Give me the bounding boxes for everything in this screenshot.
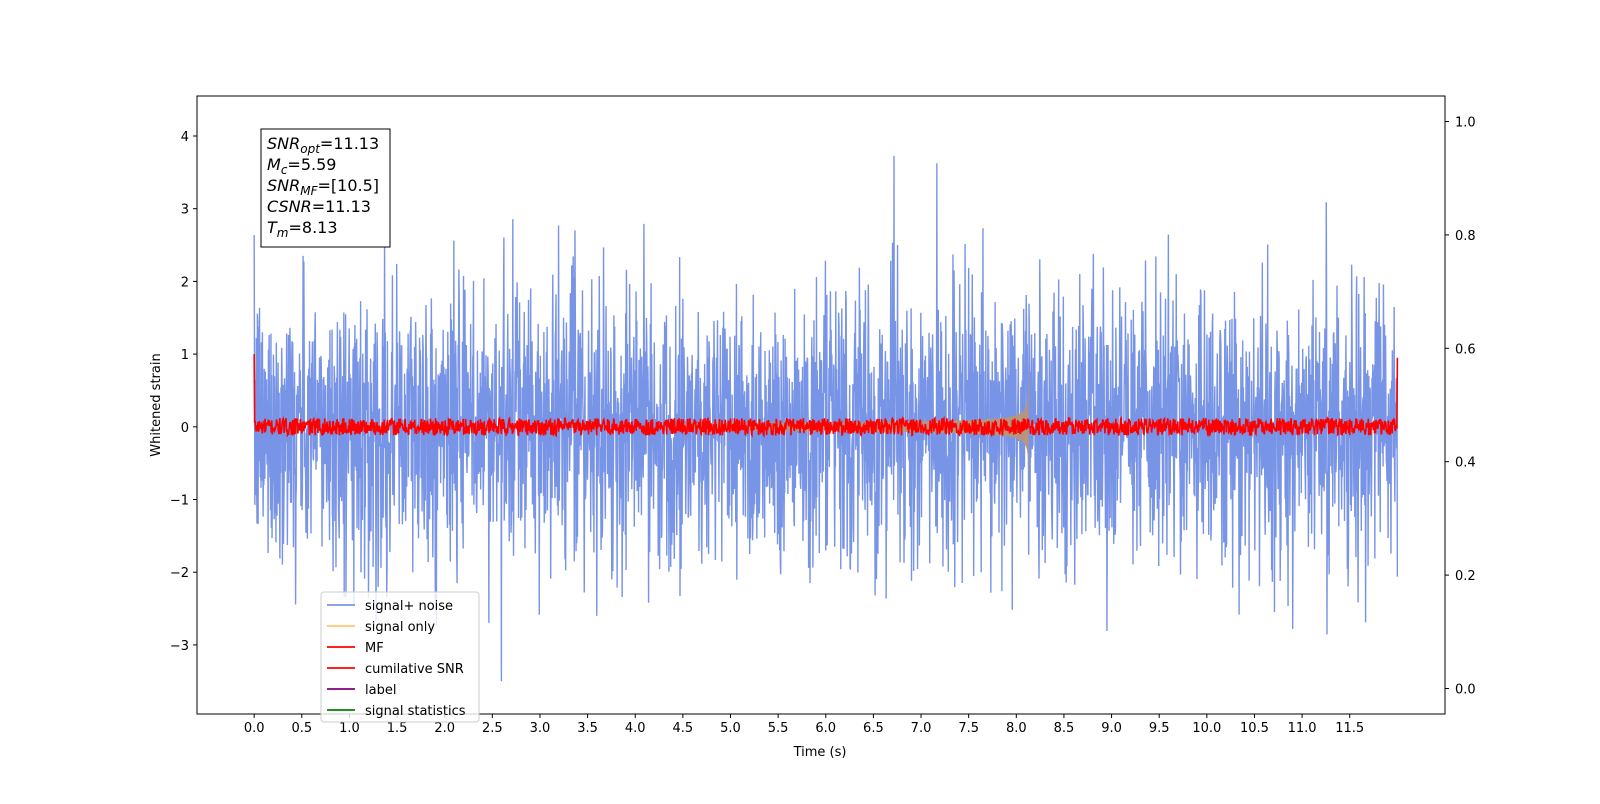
legend-label: cumilative SNR	[365, 662, 464, 677]
y-tick-label: 1	[181, 348, 189, 363]
y-right-tick-label: 0.8	[1455, 229, 1476, 244]
plot-frame	[196, 95, 1446, 715]
y-right-tick-label: 1.0	[1455, 116, 1476, 131]
x-tick-label: 11.5	[1335, 721, 1364, 736]
x-tick-label: 10.0	[1192, 721, 1221, 736]
x-tick-label: 6.5	[863, 721, 884, 736]
y-tick-label: −2	[170, 566, 189, 581]
legend: signal+ noise signal only MF cumilative SNR…	[320, 591, 480, 723]
x-tick-label: 9.0	[1101, 721, 1122, 736]
legend-label: label	[365, 683, 396, 698]
annotation-line: CSNR=11.13	[267, 197, 371, 216]
x-axis-label: Time (s)	[793, 745, 847, 760]
y-right-tick-label: 0.6	[1455, 342, 1476, 357]
annotation-subscript: opt	[300, 142, 321, 156]
x-tick-label: 3.5	[577, 721, 598, 736]
x-tick-label: 1.5	[387, 721, 408, 736]
x-tick-label: 5.0	[720, 721, 741, 736]
annotation-subscript: c	[281, 163, 288, 177]
x-tick-label: 7.5	[958, 721, 979, 736]
y-tick-label: −3	[170, 639, 189, 654]
annotation-frame	[260, 128, 391, 248]
y-tick-label: −1	[170, 494, 189, 509]
annotation-subscript: MF	[300, 184, 318, 198]
axes-layer: 0.0 0.5 1.0 1.5 2.0 2.5 3.0 3.5 4.0 4.5 5.0 5.5 6.0 6…	[170, 116, 1476, 736]
legend-label: MF	[365, 641, 384, 656]
annotation-symbol: SNR	[267, 176, 300, 195]
annotation-symbol: T	[267, 218, 278, 237]
x-tick-label: 1.0	[339, 721, 360, 736]
x-tick-label: 10.5	[1240, 721, 1269, 736]
annotation-value: =[10.5]	[318, 176, 380, 195]
annotation-value: =5.59	[287, 155, 336, 174]
x-tick-label: 7.0	[911, 721, 932, 736]
annotation-subscript: m	[277, 226, 289, 240]
x-tick-label: 6.0	[815, 721, 836, 736]
legend-label: signal only	[365, 620, 435, 635]
y-tick-label: 3	[181, 203, 189, 218]
annotation-value: =11.13	[312, 197, 371, 216]
x-tick-label: 5.5	[768, 721, 789, 736]
y-right-tick-label: 0.2	[1455, 569, 1476, 584]
x-tick-label: 3.0	[530, 721, 551, 736]
x-tick-label: 8.5	[1054, 721, 1075, 736]
y-right-tick-label: 0.0	[1455, 682, 1476, 697]
series-signal-noise-line	[253, 155, 1399, 682]
y-tick-label: 2	[181, 275, 189, 290]
annotation-box: SNRopt=11.13Mc=5.59SNRMF=[10.5]CSNR=11.1…	[260, 128, 391, 248]
x-tick-label: 2.0	[434, 721, 455, 736]
annotation-value: =11.13	[320, 134, 379, 153]
y-axis-label: Whitened strain	[149, 353, 164, 456]
series-mf-line	[253, 354, 1399, 439]
annotation-symbol: M	[267, 155, 281, 174]
y-tick-label: 4	[181, 130, 189, 145]
series-layer	[253, 155, 1399, 682]
legend-label: signal statistics	[365, 704, 466, 719]
y-right-tick-label: 0.4	[1455, 456, 1476, 471]
annotation-line: Tm=8.13	[267, 218, 338, 240]
annotation-line: Mc=5.59	[267, 155, 336, 177]
x-tick-label: 4.0	[625, 721, 646, 736]
y-tick-label: 0	[181, 421, 189, 436]
x-tick-label: 4.5	[673, 721, 694, 736]
annotation-line: SNRopt=11.13	[267, 134, 379, 156]
annotation-line: SNRMF=[10.5]	[267, 176, 379, 198]
x-tick-label: 0.5	[291, 721, 312, 736]
annotation-symbol: SNR	[267, 134, 300, 153]
x-tick-label: 8.0	[1006, 721, 1027, 736]
annotation-symbol: CSNR	[267, 197, 312, 216]
x-tick-label: 0.0	[244, 721, 265, 736]
x-tick-label: 9.5	[1149, 721, 1170, 736]
legend-frame	[320, 591, 480, 723]
legend-label: signal+ noise	[365, 599, 453, 614]
x-tick-label: 2.5	[482, 721, 503, 736]
x-tick-label: 11.0	[1288, 721, 1317, 736]
annotation-value: =8.13	[288, 218, 337, 237]
